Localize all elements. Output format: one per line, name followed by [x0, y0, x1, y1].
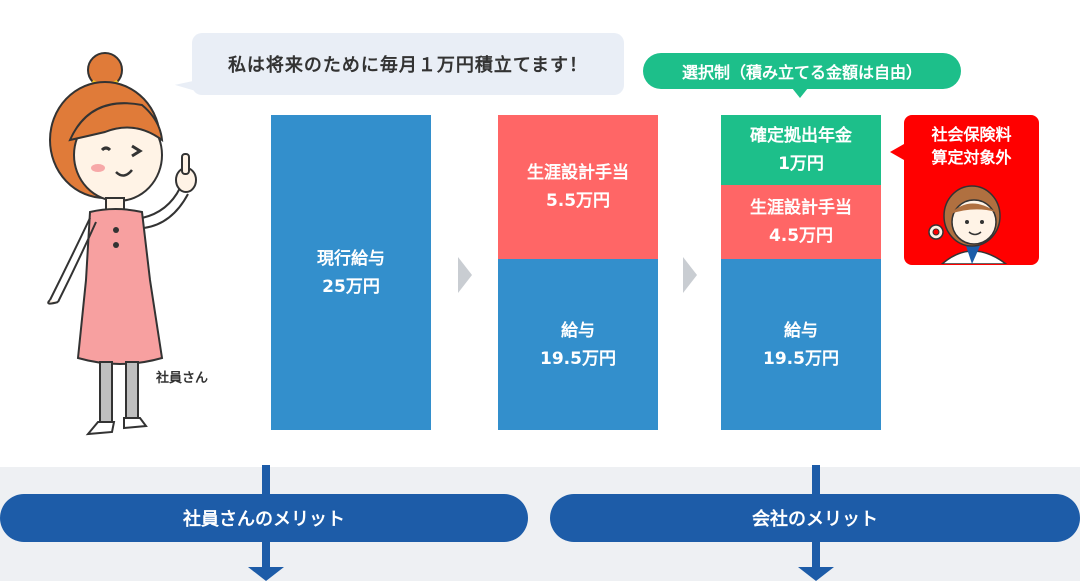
social-insurance-exempt-text: 社会保険料 算定対象外: [904, 123, 1039, 169]
exemption-pointer: [890, 144, 904, 160]
company-merit-label: 会社のメリット: [752, 509, 878, 530]
connector-line: [262, 465, 270, 495]
segment-label: 給与: [561, 320, 595, 341]
segment-label: 給与: [784, 320, 818, 341]
allowance-block: 生涯設計手当 5.5万円: [498, 115, 658, 259]
arrow-down-icon: [248, 567, 284, 581]
exempt-line-1: 社会保険料: [931, 125, 1012, 144]
segment-amount: 19.5万円: [763, 348, 839, 369]
pension-block: 確定拠出年金 1万円: [721, 115, 881, 185]
selection-note-text: 選択制（積み立てる金額は自由）: [681, 63, 922, 82]
current-salary-block: 現行給与 25万円: [271, 115, 431, 430]
segment-amount: 19.5万円: [540, 348, 616, 369]
segment-amount: 25万円: [322, 276, 380, 297]
segment-label: 生涯設計手当: [527, 163, 629, 183]
salary-block: 給与 19.5万円: [721, 259, 881, 430]
chevron-right-icon: [458, 257, 472, 293]
employee-illustration: [47, 52, 197, 436]
segment-amount: 1万円: [778, 154, 824, 174]
speech-bubble: 私は将来のために毎月１万円積立てます！: [192, 33, 624, 95]
segment-amount: 4.5万円: [768, 226, 834, 246]
segment-label: 生涯設計手当: [750, 198, 852, 218]
chevron-right-icon: [683, 257, 697, 293]
selection-note-pointer: [792, 88, 808, 98]
employee-merit-label: 社員さんのメリット: [183, 509, 345, 530]
connector-line: [812, 465, 820, 495]
staff-avatar-illustration: [928, 185, 1008, 264]
exempt-line-2: 算定対象外: [931, 148, 1012, 167]
connector-line: [262, 541, 270, 569]
arrow-down-icon: [798, 567, 834, 581]
salary-block: 給与 19.5万円: [498, 259, 658, 430]
company-merit-bar: 会社のメリット: [550, 494, 1080, 542]
selection-note-pill: 選択制（積み立てる金額は自由）: [643, 53, 961, 89]
connector-line: [812, 541, 820, 569]
employee-label: 社員さん: [156, 371, 209, 386]
segment-label: 確定拠出年金: [750, 126, 852, 146]
segment-amount: 5.5万円: [545, 191, 611, 211]
employee-merit-bar: 社員さんのメリット: [0, 494, 528, 542]
speech-text: 私は将来のために毎月１万円積立てます！: [227, 55, 589, 76]
allowance-block: 生涯設計手当 4.5万円: [721, 185, 881, 259]
segment-label: 現行給与: [317, 248, 385, 269]
